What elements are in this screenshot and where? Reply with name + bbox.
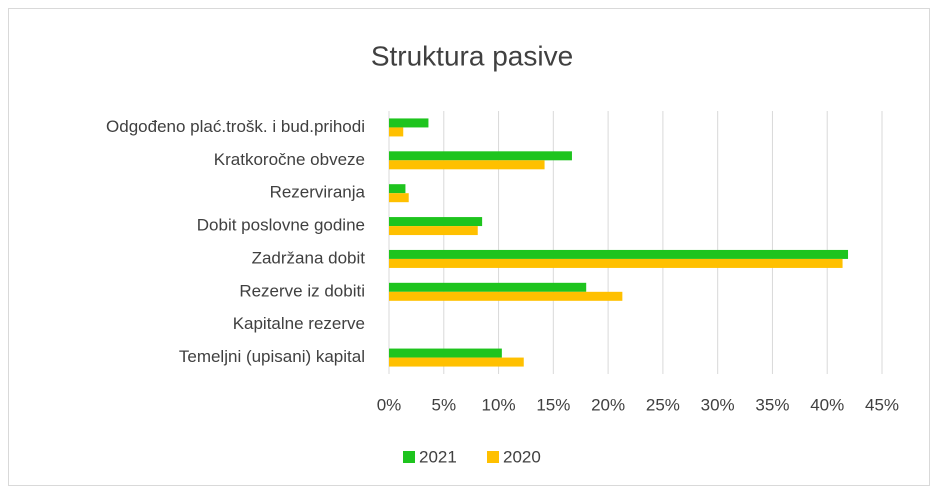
x-tick-label: 35% <box>755 395 789 414</box>
x-tick-label: 45% <box>865 395 899 414</box>
y-tick-label: Temeljni (upisani) kapital <box>179 347 365 366</box>
legend-label: 2020 <box>503 447 541 466</box>
bar <box>389 348 502 358</box>
y-tick-label: Rezerviranja <box>270 183 366 202</box>
x-tick-label: 15% <box>536 395 570 414</box>
bar <box>389 357 524 367</box>
bar <box>389 217 483 227</box>
bar <box>389 249 849 259</box>
bar <box>389 127 404 137</box>
y-tick-label: Odgođeno plać.trošk. i bud.prihodi <box>106 117 365 136</box>
bar <box>389 291 623 301</box>
bar <box>389 118 429 128</box>
bar <box>389 184 406 194</box>
legend-label: 2021 <box>419 447 457 466</box>
x-tick-label: 10% <box>482 395 516 414</box>
chart-title: Struktura pasive <box>371 40 573 71</box>
x-tick-label: 0% <box>377 395 402 414</box>
bar <box>389 193 409 203</box>
bar <box>389 151 572 161</box>
x-tick-label: 30% <box>701 395 735 414</box>
legend-swatch <box>403 451 415 463</box>
bar <box>389 160 545 170</box>
chart-border <box>8 8 930 486</box>
x-tick-label: 5% <box>431 395 456 414</box>
y-tick-label: Rezerve iz dobiti <box>239 281 365 300</box>
bar <box>389 226 478 236</box>
x-tick-label: 25% <box>646 395 680 414</box>
y-tick-label: Zadržana dobit <box>252 248 366 267</box>
y-tick-label: Kratkoročne obveze <box>214 150 365 169</box>
y-tick-label: Kapitalne rezerve <box>233 314 365 333</box>
legend-swatch <box>487 451 499 463</box>
x-tick-label: 20% <box>591 395 625 414</box>
bar <box>389 258 843 268</box>
y-tick-label: Dobit poslovne godine <box>197 216 365 235</box>
bar <box>389 282 587 292</box>
x-tick-label: 40% <box>810 395 844 414</box>
